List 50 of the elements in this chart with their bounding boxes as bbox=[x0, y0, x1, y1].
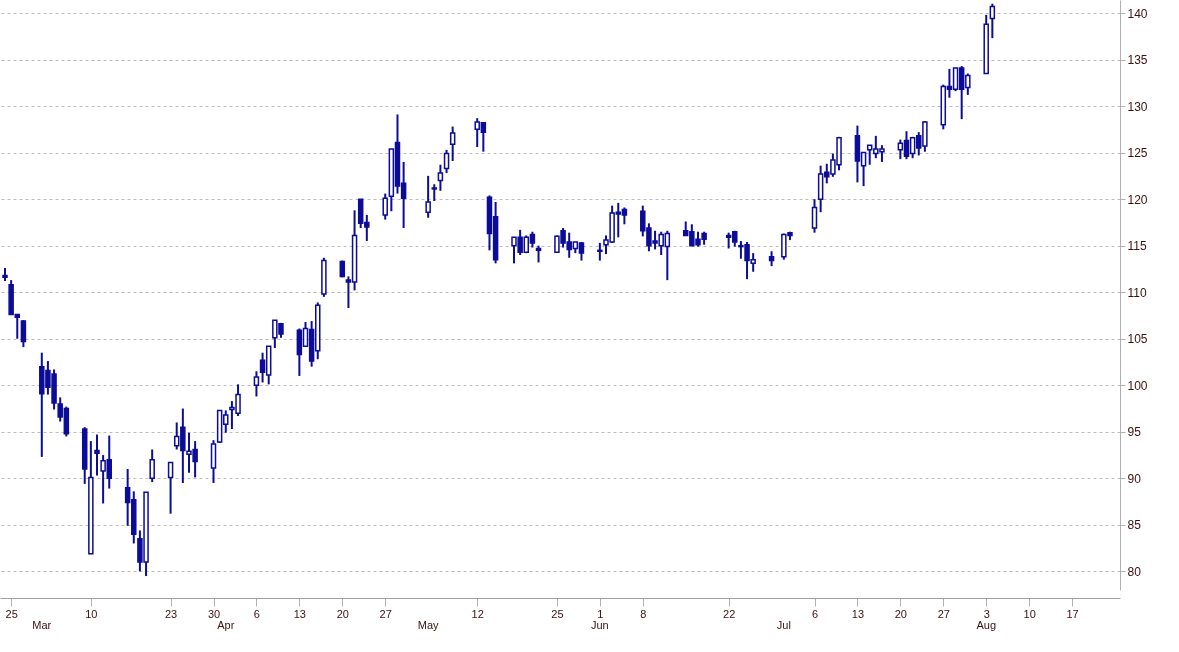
y-tick-label: 90 bbox=[1127, 471, 1142, 486]
x-tick-label: 10 bbox=[1023, 607, 1036, 620]
x-tick-label: 25 bbox=[5, 607, 18, 620]
x-tick-label: 27 bbox=[379, 607, 392, 620]
y-tick-label: 140 bbox=[1127, 6, 1148, 21]
x-tick-label: 20 bbox=[336, 607, 349, 620]
x-tick-label: 17 bbox=[1066, 607, 1079, 620]
x-tick-label: 12 bbox=[471, 607, 484, 620]
x-tick-label: 13 bbox=[293, 607, 306, 620]
x-tick-label: 25 bbox=[551, 607, 564, 620]
text: Mar bbox=[32, 619, 52, 631]
text: Jul bbox=[776, 619, 791, 631]
y-tick-label: 135 bbox=[1127, 53, 1148, 68]
x-tick-label: 30 bbox=[207, 607, 221, 620]
y-tick-label: 85 bbox=[1127, 518, 1142, 533]
candlestick bbox=[167, 461, 174, 515]
y-tick-label: 80 bbox=[1127, 564, 1142, 579]
candlestick bbox=[437, 163, 444, 192]
text: Aug bbox=[976, 619, 996, 631]
y-tick-label: 105 bbox=[1127, 332, 1148, 347]
candlestick bbox=[811, 198, 818, 234]
y-tick-label: 120 bbox=[1127, 192, 1148, 207]
x-tick-label: 22 bbox=[723, 607, 736, 620]
x-tick-label: 13 bbox=[851, 607, 865, 620]
candlestick bbox=[382, 192, 388, 221]
y-tick-label: 100 bbox=[1127, 378, 1148, 393]
text: Apr bbox=[217, 619, 235, 631]
y-tick-label: 110 bbox=[1127, 285, 1147, 300]
candlestick bbox=[149, 448, 155, 484]
x-tick-label: 6 bbox=[811, 607, 819, 620]
y-tick-label: 115 bbox=[1127, 239, 1147, 254]
x-tick-label: 3 bbox=[983, 607, 990, 620]
text: May bbox=[417, 619, 440, 631]
candlestick bbox=[443, 148, 450, 175]
y-tick-label: 95 bbox=[1127, 425, 1142, 440]
candlestick bbox=[253, 370, 260, 398]
x-tick-label: 1 bbox=[597, 607, 604, 620]
text: Jun bbox=[590, 619, 609, 631]
y-tick-label: 130 bbox=[1127, 99, 1148, 114]
x-tick-label: 23 bbox=[164, 607, 178, 620]
candlestick bbox=[449, 125, 456, 162]
x-tick-label: 27 bbox=[937, 607, 950, 620]
candlestick bbox=[597, 241, 603, 262]
x-tick-label: 8 bbox=[640, 607, 647, 620]
x-tick-label: 10 bbox=[85, 607, 98, 620]
y-tick-label: 125 bbox=[1127, 146, 1148, 161]
candlestick bbox=[425, 174, 431, 219]
x-tick-label: 6 bbox=[253, 607, 260, 620]
candlestick bbox=[94, 433, 100, 477]
x-tick-label: 20 bbox=[894, 607, 907, 620]
